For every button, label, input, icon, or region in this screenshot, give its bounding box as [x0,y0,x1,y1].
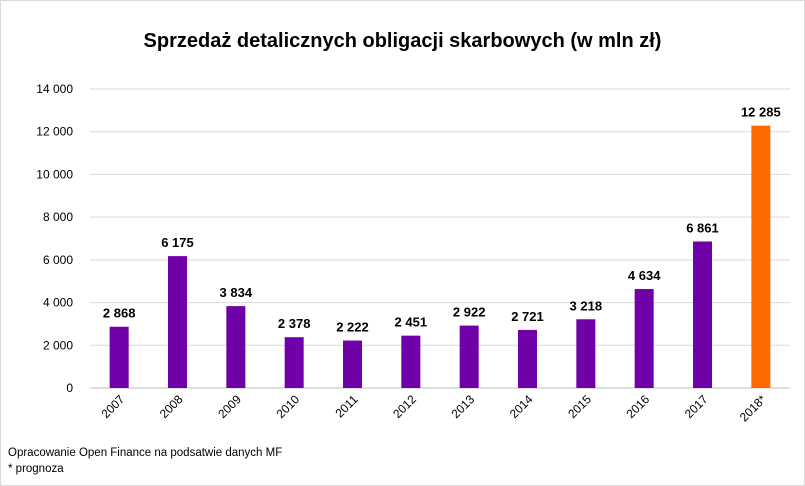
y-tick-label: 12 000 [36,125,73,139]
x-tick-label: 2010 [274,392,303,421]
y-tick-label: 8 000 [43,210,73,224]
y-axis-ticks: 0 2 000 4 000 6 000 8 000 10 000 12 000 14 000 [36,82,73,395]
data-label: 3 834 [220,285,253,300]
data-label: 3 218 [570,298,603,313]
data-label: 2 721 [511,309,544,324]
bar [343,340,362,388]
bar [401,335,421,388]
data-label: 2 868 [103,306,136,321]
x-tick-label: 2013 [449,392,478,421]
data-label: 12 285 [741,105,781,120]
y-tick-label: 14 000 [36,82,73,96]
data-label: 4 634 [628,268,661,283]
x-tick-label: 2016 [624,392,653,421]
chart-title: Sprzedaż detalicznych obligacji skarbowy… [143,30,662,52]
x-tick-label: 2012 [390,392,419,421]
data-label: 6 861 [686,220,719,235]
x-tick-label: 2014 [507,392,536,421]
bar [693,241,712,388]
x-tick-label: 2015 [565,392,594,421]
x-tick-label: 2017 [682,392,711,421]
source-note: Opracowanie Open Finance na podsatwie da… [8,447,283,459]
y-tick-label: 6 000 [43,253,73,267]
x-tick-label: 2011 [332,392,360,420]
data-label: 6 175 [161,235,194,250]
bar [634,289,654,388]
bar [226,306,246,388]
data-label: 2 378 [278,316,311,331]
x-tick-label: 2007 [99,392,128,421]
y-tick-label: 0 [66,381,73,395]
bar [109,326,129,388]
x-tick-label: 2018* [737,392,769,424]
bar [459,325,479,388]
y-tick-label: 10 000 [36,167,73,181]
bar [284,337,304,388]
x-axis-ticks: 2007 2008 2009 2010 2011 2012 2013 2014 2015 2016… [99,392,770,424]
bar [751,125,771,388]
y-tick-label: 2 000 [43,338,73,352]
gridlines [90,88,790,346]
data-label: 2 222 [336,320,369,335]
bars [109,125,771,388]
x-tick-label: 2009 [215,392,244,421]
bar [576,319,596,388]
forecast-footnote: * prognoza [8,463,64,475]
data-label: 2 451 [395,315,428,330]
bar [168,256,187,388]
bar [518,329,537,388]
x-tick-label: 2008 [157,392,186,421]
data-labels: 2 868 6 175 3 834 2 378 2 222 2 451 2 922 2 721… [103,105,781,335]
data-label: 2 922 [453,305,486,320]
y-tick-label: 4 000 [43,296,73,310]
